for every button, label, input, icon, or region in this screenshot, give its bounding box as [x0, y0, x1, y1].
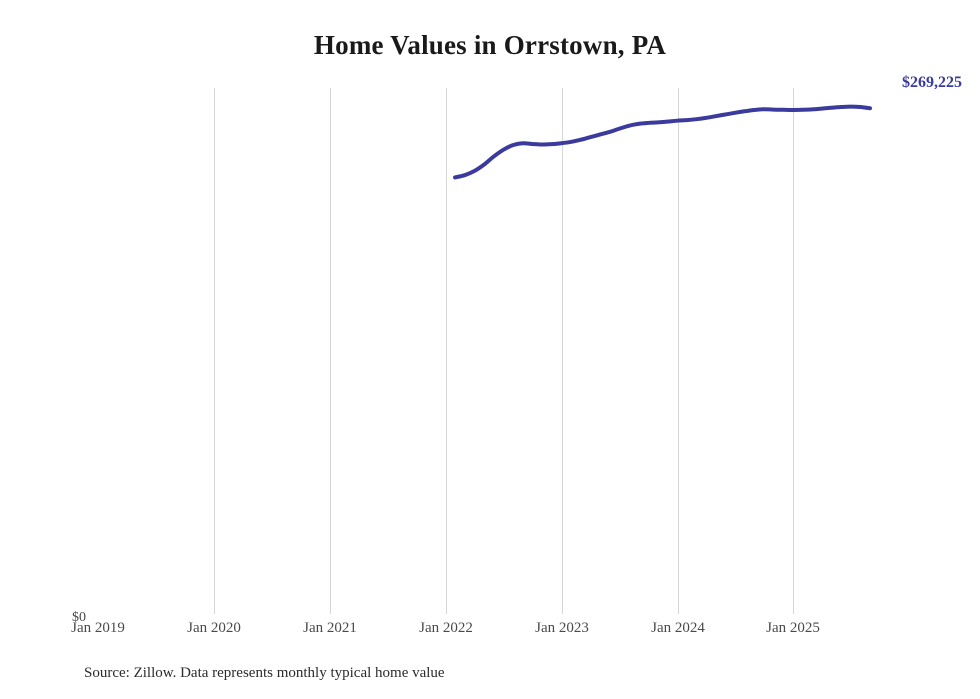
chart-title: Home Values in Orrstown, PA	[313, 30, 667, 60]
xtick-label-jan-2025: Jan 2025	[766, 620, 820, 636]
gridline-jan-2020	[214, 88, 215, 614]
gridline-jan-2021	[330, 88, 331, 614]
gridline-jan-2025	[793, 88, 794, 614]
gridline-jan-2022	[446, 88, 447, 614]
xtick-label-jan-2021: Jan 2021	[303, 620, 357, 636]
xtick-label-jan-2020: Jan 2020	[187, 620, 241, 636]
xtick-label-jan-2019: Jan 2019	[71, 620, 125, 636]
xtick-label-jan-2022: Jan 2022	[419, 620, 473, 636]
gridline-jan-2024	[678, 88, 679, 614]
gridline-jan-2023	[562, 88, 563, 614]
xtick-label-jan-2023: Jan 2023	[535, 620, 589, 636]
ytick-label-zero: $0	[72, 610, 86, 625]
xtick-label-jan-2024: Jan 2024	[651, 620, 705, 636]
source-note: Source: Zillow. Data represents monthly …	[84, 665, 445, 681]
home-value-line	[453, 104, 872, 180]
end-value-label: $269,225	[902, 74, 962, 91]
